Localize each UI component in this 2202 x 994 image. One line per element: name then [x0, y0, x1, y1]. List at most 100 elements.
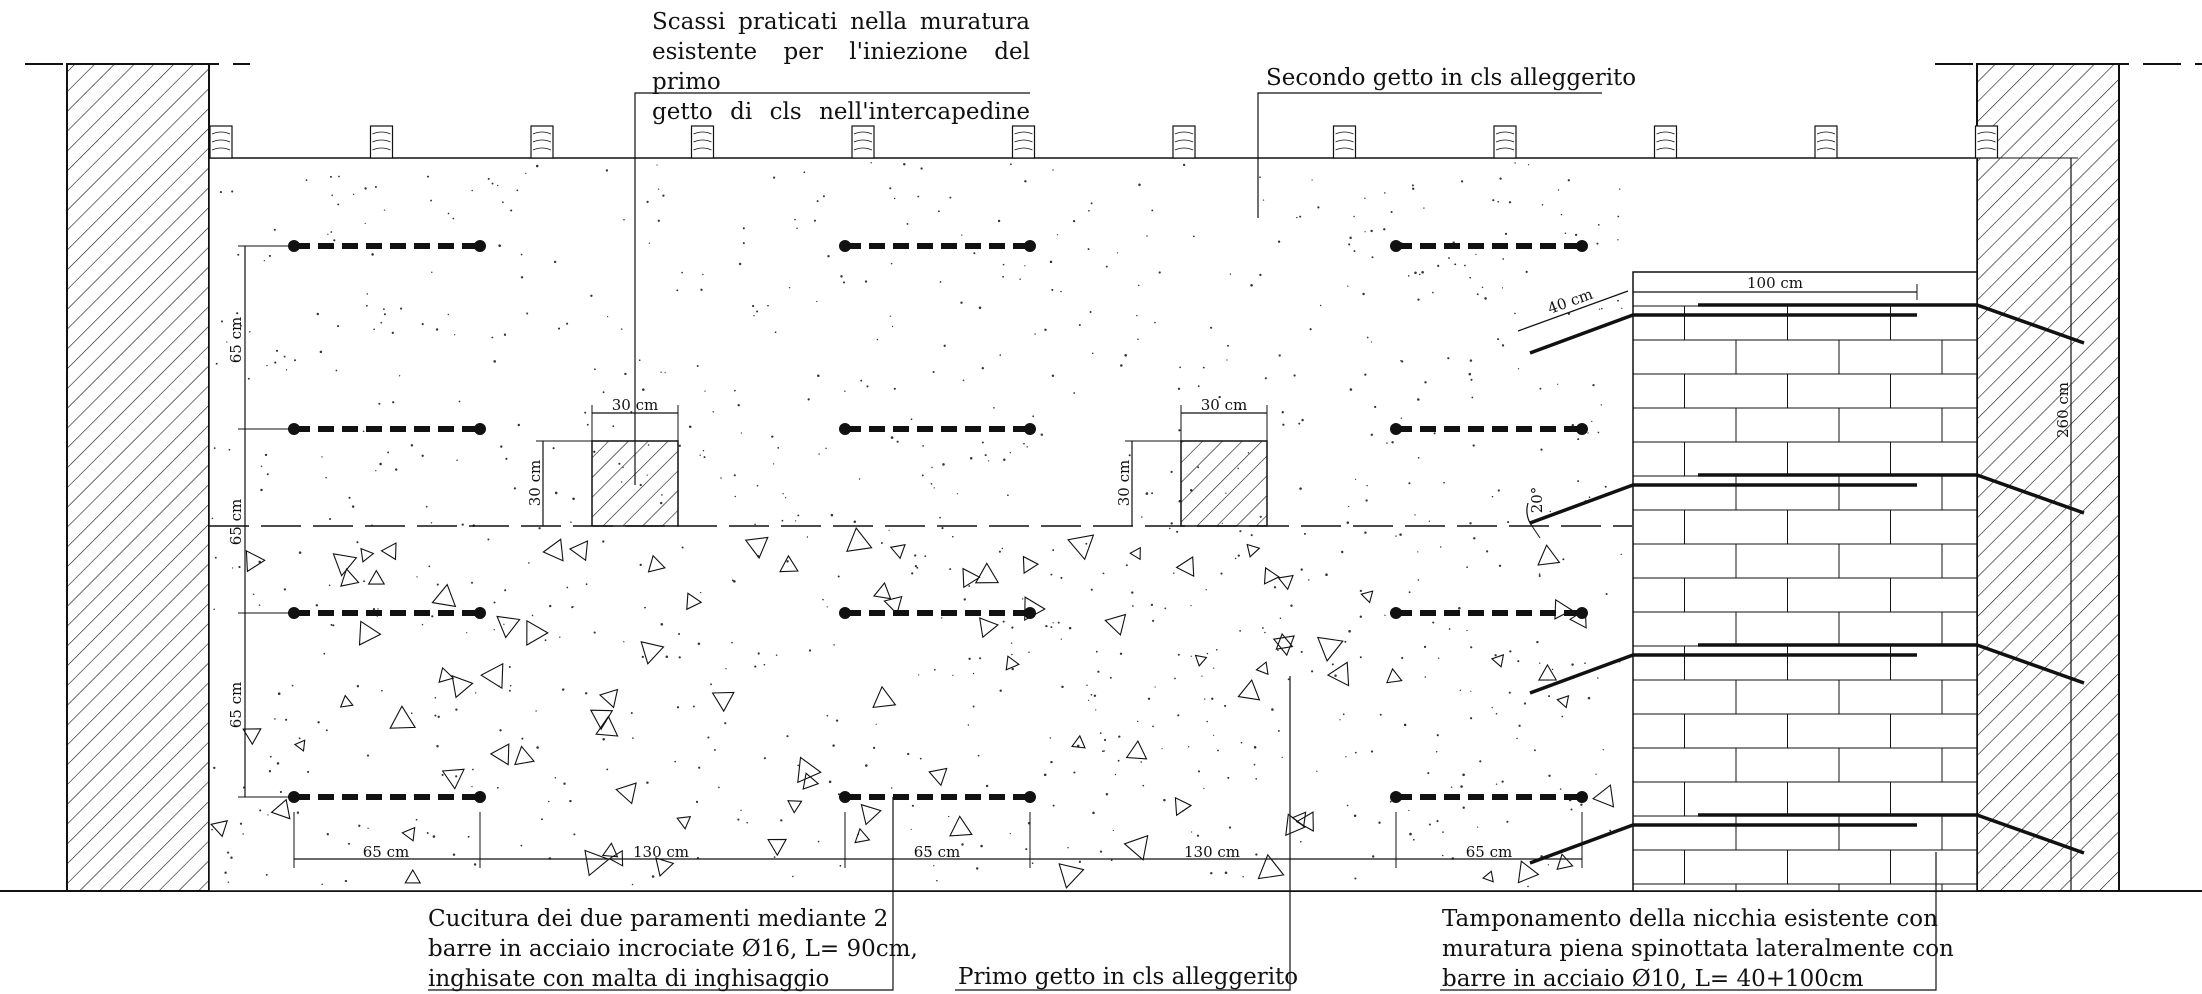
- concrete-dot: [1481, 286, 1484, 289]
- timber-joist: [851, 125, 875, 159]
- concrete-dot: [1450, 786, 1453, 788]
- concrete-dot: [796, 227, 798, 229]
- concrete-dot: [1293, 374, 1296, 377]
- concrete-dot: [1264, 631, 1266, 634]
- steel-ties: [288, 240, 1588, 803]
- concrete-dot: [1359, 656, 1362, 659]
- concrete-dot: [1262, 627, 1264, 629]
- concrete-dot: [326, 833, 329, 836]
- concrete-dot: [228, 448, 231, 451]
- concrete-dot: [520, 844, 523, 847]
- steel-tie: [1390, 791, 1588, 803]
- concrete-dot: [771, 435, 774, 438]
- concrete-dot: [1470, 378, 1473, 381]
- concrete-dot: [1620, 553, 1622, 556]
- joist-grain: [372, 147, 391, 151]
- concrete-dot: [358, 824, 361, 827]
- concrete-dot: [1067, 846, 1069, 849]
- concrete-dot: [772, 463, 775, 465]
- concrete-dot: [1091, 352, 1094, 355]
- concrete-dot: [1253, 763, 1256, 766]
- concrete-dot: [500, 445, 503, 448]
- concrete-dot: [860, 379, 863, 382]
- note-scassi: Scassi praticati nella muratura esistent…: [652, 7, 1030, 127]
- concrete-dot: [1203, 787, 1205, 790]
- aggregate-triangle: [686, 592, 703, 611]
- concrete-dot: [1548, 774, 1551, 778]
- concrete-dot: [786, 560, 789, 563]
- concrete-dot: [1359, 589, 1362, 593]
- concrete-dot: [1516, 737, 1518, 740]
- concrete-dot: [775, 654, 778, 656]
- concrete-dot: [215, 362, 218, 365]
- concrete-dot: [491, 182, 494, 185]
- concrete-dot: [569, 799, 572, 803]
- concrete-dot: [1366, 484, 1368, 487]
- rebar-40: [1529, 653, 1917, 695]
- concrete-dot: [1151, 492, 1154, 495]
- concrete-dot: [1073, 392, 1076, 394]
- concrete-dot: [1112, 829, 1114, 832]
- concrete-dot: [1150, 603, 1154, 607]
- timber-joist: [209, 125, 233, 159]
- concrete-dot: [1028, 651, 1030, 654]
- joist-grain: [372, 139, 391, 143]
- concrete-dot: [742, 242, 745, 245]
- concrete-dot: [447, 313, 450, 316]
- tie-end: [1024, 607, 1036, 619]
- concrete-dot: [1592, 383, 1595, 387]
- concrete-dot: [1514, 312, 1516, 315]
- aggregate-triangle: [451, 675, 474, 699]
- concrete-dot: [268, 770, 272, 773]
- concrete-dot: [962, 379, 965, 382]
- concrete-dot: [837, 793, 840, 796]
- concrete-dot: [1472, 444, 1475, 447]
- concrete-dot: [1325, 573, 1328, 576]
- concrete-dot: [646, 781, 649, 784]
- note-primo-getto: Primo getto in cls alleggerito: [958, 962, 1298, 992]
- concrete-dot: [430, 199, 433, 202]
- concrete-dot: [921, 474, 924, 477]
- concrete-dot: [249, 331, 251, 333]
- joist-grain: [853, 139, 873, 143]
- concrete-dot: [695, 800, 699, 804]
- joist-grain: [1495, 139, 1515, 143]
- concrete-dot: [632, 737, 634, 739]
- concrete-dot: [1040, 433, 1044, 436]
- timber-joist: [1011, 125, 1036, 159]
- aggregate-triangle: [1022, 555, 1040, 575]
- aggregate-triangle: [496, 615, 521, 639]
- concrete-dot: [1412, 838, 1415, 841]
- concrete-dot: [1428, 520, 1431, 522]
- tie-end: [1576, 240, 1588, 252]
- aggregate-triangle: [779, 554, 799, 573]
- concrete-dot: [602, 737, 605, 741]
- concrete-dot: [1508, 201, 1512, 204]
- concrete-dot: [1439, 546, 1442, 548]
- concrete-dot: [870, 162, 872, 164]
- concrete-dot: [471, 189, 473, 192]
- concrete-dot: [307, 770, 310, 773]
- concrete-dot: [1460, 180, 1464, 183]
- concrete-dot: [734, 495, 737, 498]
- concrete-dot: [1002, 620, 1005, 623]
- concrete-dot: [773, 176, 776, 179]
- concrete-dot: [1349, 236, 1352, 240]
- concrete-dot: [816, 200, 819, 203]
- dim-65-vertical-1: 65 cm: [227, 317, 245, 363]
- concrete-dot: [338, 175, 340, 178]
- concrete-dot: [335, 369, 338, 372]
- concrete-dot: [377, 608, 379, 610]
- concrete-dot: [1591, 420, 1593, 423]
- aggregate-triangle: [1104, 613, 1127, 636]
- concrete-dot: [797, 514, 800, 517]
- joist-grain: [1977, 131, 1996, 135]
- concrete-dot: [984, 454, 987, 457]
- concrete-dot: [590, 294, 593, 297]
- concrete-dot: [1299, 215, 1302, 218]
- aggregate-triangle: [360, 547, 375, 563]
- concrete-dot: [1477, 826, 1479, 828]
- concrete-dot: [981, 367, 984, 370]
- concrete-dot: [1498, 564, 1502, 567]
- concrete-dot: [1470, 717, 1473, 720]
